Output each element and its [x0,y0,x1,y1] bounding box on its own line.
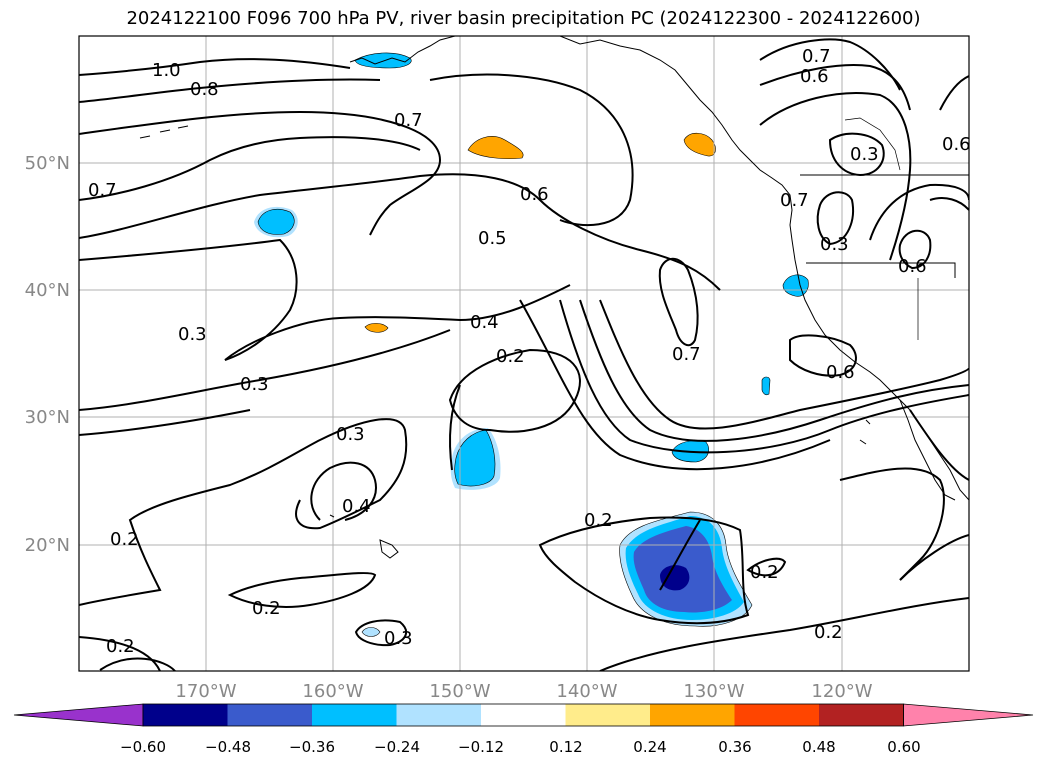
colorbar-segment [396,704,482,726]
colorbar-tick-label: 0.12 [549,738,582,756]
shaded-regions [254,52,809,637]
colorbar-tick-label: −0.48 [205,738,251,756]
colorbar-ticks: −0.60 −0.48 −0.36 −0.24 −0.12 0.12 0.24 … [120,738,921,756]
contour-label: 0.2 [814,622,843,643]
colorbar-segment [312,704,397,726]
gridlines [79,36,969,671]
colorbar-tick-label: 0.24 [633,738,666,756]
contour-label: 0.2 [584,510,613,531]
colorbar-segment [143,704,228,726]
contour-label: 0.4 [342,496,371,517]
contour-label: 0.7 [780,190,809,211]
pv-contours [79,38,969,671]
contour-label: 0.3 [178,324,207,345]
contour-label: 0.7 [88,180,117,201]
contour-label: 0.3 [850,144,879,165]
lon-label-120w: 120°W [811,681,872,702]
latitude-labels: 50°N 40°N 30°N 20°N [25,153,70,556]
contour-label: 0.2 [106,636,135,657]
colorbar-segment [481,704,566,726]
colorbar-segment [227,704,313,726]
colorbar-segment [650,704,735,726]
shade-tiny-blue [761,376,771,396]
lat-label-50n: 50°N [25,153,70,174]
colorbar-extend-low [13,703,144,727]
contour-label: 0.6 [826,362,855,383]
colorbar-tick-label: −0.12 [458,738,504,756]
colorbar: −0.60 −0.48 −0.36 −0.24 −0.12 0.12 0.24 … [13,703,1034,756]
shade-small-orange [364,323,389,333]
shade-major-core [660,565,690,591]
lat-label-30n: 30°N [25,407,70,428]
colorbar-tick-label: −0.36 [289,738,335,756]
contour-label: 0.3 [820,234,849,255]
plot-area [79,36,969,671]
colorbar-tick-label: 0.60 [887,738,920,756]
colorbar-segments [13,703,1034,727]
lon-label-170w: 170°W [175,681,236,702]
contour-label: 0.2 [110,529,139,550]
contour-label: 0.6 [898,256,927,277]
contour-label: 0.5 [478,228,507,249]
lon-label-130w: 130°W [683,681,744,702]
contour-labels: 1.0 0.8 0.7 0.7 0.6 0.6 0.3 0.6 0.6 0.7 … [88,46,971,657]
shade-subtrop-blue [454,429,496,487]
contour-label: 0.4 [470,312,499,333]
colorbar-segment [565,704,651,726]
colorbar-tick-label: 0.36 [718,738,751,756]
contour-label: 1.0 [152,60,181,81]
contour-label: 0.8 [190,79,219,100]
contour-label: 0.7 [672,344,701,365]
contour-label: 0.3 [240,374,269,395]
shade-midpac-blue-core [257,209,295,235]
longitude-labels: 170°W 160°W 150°W 140°W 130°W 120°W [175,681,872,702]
plot-frame [78,35,970,672]
lat-label-20n: 20°N [25,535,70,556]
shade-south-small [361,627,381,637]
lon-label-140w: 140°W [556,681,617,702]
colorbar-tick-label: −0.60 [120,738,166,756]
colorbar-segment [734,704,820,726]
contour-label: 0.2 [496,346,525,367]
shade-gulf-orange [467,136,524,160]
contour-label: 0.6 [942,134,971,155]
contour-label: 0.2 [252,598,281,619]
colorbar-tick-label: 0.48 [802,738,835,756]
contour-label: 0.2 [750,562,779,583]
contour-label: 0.3 [336,424,365,445]
contour-label: 0.6 [520,184,549,205]
shade-aleutian-blue [354,52,412,69]
colorbar-segment [819,704,904,726]
colorbar-extend-high [903,703,1034,727]
shade-bc-orange [683,132,716,157]
contour-label: 0.3 [384,628,413,649]
contour-label: 0.6 [800,66,829,87]
contour-label: 0.7 [394,110,423,131]
colorbar-tick-label: −0.24 [374,738,420,756]
colorbar-frame [142,703,904,727]
lon-label-160w: 160°W [302,681,363,702]
lon-label-150w: 150°W [429,681,490,702]
map-title: 2024122100 F096 700 hPa PV, river basin … [126,8,921,29]
contour-label: 0.7 [802,46,831,67]
lat-label-40n: 40°N [25,280,70,301]
